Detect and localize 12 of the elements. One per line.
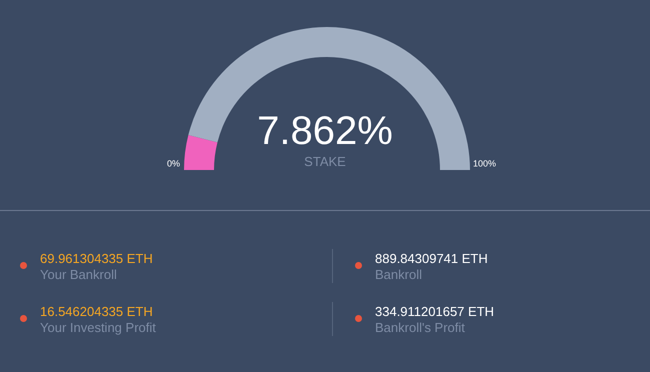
text: Bankroll <box>375 267 423 283</box>
text: Your Bankroll <box>40 267 118 283</box>
text: 7.862% <box>257 109 393 153</box>
text: 69.961304335 ETH <box>40 251 153 267</box>
text: 334.911201657 ETH <box>375 304 494 320</box>
text: 100% <box>473 158 496 168</box>
text: Your Investing Profit <box>40 320 156 336</box>
text: Bankroll's Profit <box>375 320 466 336</box>
text: 16.546204335 ETH <box>40 304 154 320</box>
text: 889.84309741 ETH <box>375 251 488 267</box>
text: 0% <box>167 158 180 168</box>
text: STAKE <box>304 154 346 169</box>
